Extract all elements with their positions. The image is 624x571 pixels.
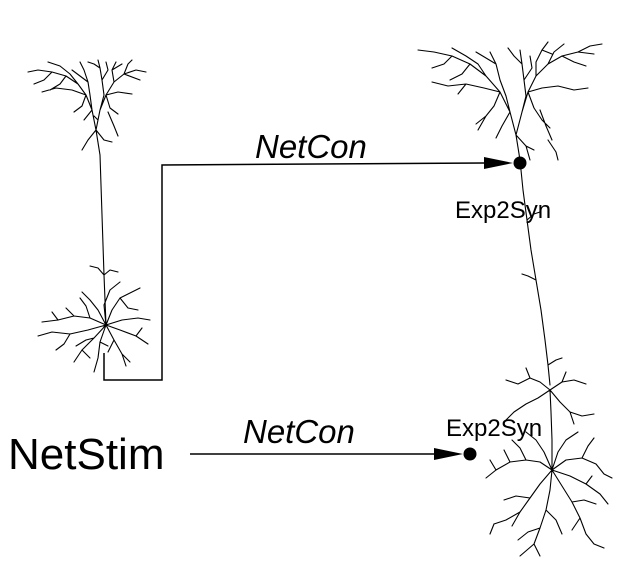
netcon-bottom-label: NetCon — [243, 413, 355, 450]
right-neuron-apical-trunk — [519, 159, 563, 386]
left-neuron-basal-dendrites — [37, 281, 151, 373]
synapse-top-label: Exp2Syn — [455, 197, 551, 224]
netcon-top-label: NetCon — [255, 128, 367, 165]
netcon-top-arrowhead — [484, 157, 513, 169]
netcon-top-line — [103, 162, 485, 381]
netcon-bottom-arrowhead — [434, 448, 463, 460]
right-neuron-basal-dendrites — [485, 367, 613, 557]
right-neuron — [417, 41, 613, 557]
netstim-label: NetStim — [8, 430, 164, 479]
left-neuron-apical-tuft — [27, 59, 147, 156]
synapse-top-dot — [513, 156, 527, 170]
left-neuron-apical-trunk — [89, 154, 119, 326]
left-neuron — [27, 59, 151, 373]
right-neuron-apical-tuft — [417, 41, 603, 161]
synapse-bottom-label: Exp2Syn — [446, 415, 542, 442]
connections — [103, 156, 527, 461]
synapse-bottom-dot — [463, 447, 477, 461]
